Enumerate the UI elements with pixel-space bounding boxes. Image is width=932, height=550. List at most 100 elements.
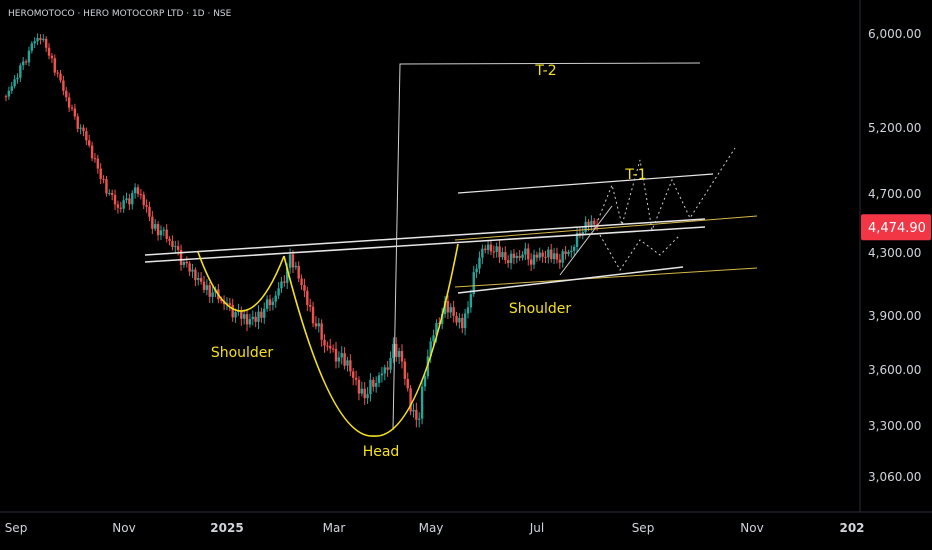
candle-body (251, 316, 254, 320)
candle-body (228, 303, 232, 305)
candle-body (33, 41, 36, 44)
candle-body (254, 316, 257, 322)
candle-body (182, 261, 186, 266)
candle-body (176, 246, 180, 250)
candle-body (558, 259, 562, 263)
candle-body (171, 240, 174, 247)
candle-body (458, 317, 461, 323)
candle-body (567, 252, 570, 254)
candle-body (575, 232, 579, 247)
candle-body (211, 292, 214, 297)
candle-body (265, 299, 269, 309)
candle-body (208, 285, 211, 297)
candle-body (346, 360, 349, 366)
candle-body (352, 371, 355, 378)
candle-body (564, 251, 567, 254)
candle-body (395, 343, 398, 357)
candle-body (194, 269, 197, 280)
candle-body (412, 409, 415, 412)
candle-body (389, 358, 392, 370)
candle-body (248, 319, 252, 325)
candle-body (570, 250, 573, 253)
candle-body (131, 193, 134, 205)
candle-body (334, 348, 338, 362)
candle-body (509, 253, 513, 264)
candle-body (283, 281, 286, 283)
candle-body (435, 323, 438, 336)
candle-body (423, 376, 427, 387)
candle-body (156, 224, 160, 236)
target-t1-line (457, 173, 714, 194)
candle-body (329, 345, 332, 349)
candle-body (469, 294, 473, 308)
candle-body (231, 304, 234, 318)
candle-body (578, 232, 582, 235)
candle-body (4, 96, 8, 98)
price-tick-label: 3,300.00 (868, 419, 921, 433)
candle-body (56, 72, 59, 74)
candle-body (535, 254, 539, 258)
candle-body (88, 140, 91, 146)
candle-body (82, 127, 85, 132)
pattern-overlay (144, 62, 758, 437)
candle-body (36, 38, 39, 42)
price-tick-label: 3,600.00 (868, 363, 921, 377)
candle-body (340, 353, 343, 358)
annotation-t1: T-1 (624, 167, 646, 183)
candle-body (139, 194, 143, 196)
candle-body (300, 278, 303, 285)
candle-body (288, 254, 292, 268)
candle-body (357, 379, 361, 394)
candle-body (581, 231, 584, 235)
candle-body (303, 284, 306, 291)
candle-body (294, 265, 298, 268)
candle-body (461, 317, 464, 329)
candle-body (532, 254, 536, 265)
candle-body (291, 254, 295, 268)
candle-body (475, 268, 478, 273)
candle-body (400, 351, 404, 362)
annotation-head: Head (363, 444, 400, 460)
candle-body (495, 246, 498, 252)
candle-body (242, 314, 246, 319)
candle-body (174, 246, 177, 248)
candle-body (67, 97, 71, 108)
left-shoulder-curve (197, 251, 285, 312)
candle-body (116, 204, 120, 208)
candle-body (323, 339, 326, 346)
candle-body (280, 281, 283, 289)
time-axis[interactable]: Sep Nov 2025 Mar May Jul Sep Nov 202 (5, 521, 865, 535)
candle-body (397, 351, 401, 357)
candle-body (449, 307, 452, 313)
projection-path-lower (599, 234, 681, 271)
candle-body (377, 375, 381, 383)
price-axis[interactable]: 6,000.00 5,200.00 4,700.00 4,300.00 3,900.00… (868, 27, 921, 484)
price-tick-label: 6,000.00 (868, 27, 921, 41)
time-tick-label: Jul (529, 521, 544, 535)
candle-body (369, 379, 372, 395)
candle-body (197, 277, 200, 280)
candle-body (268, 299, 272, 306)
candle-body (7, 90, 11, 97)
candle-body (320, 323, 323, 340)
candle-body (552, 253, 556, 260)
current-price-value: 4,474.90 (868, 221, 926, 236)
candle-body (47, 47, 51, 56)
candle-body (165, 229, 168, 239)
candle-body (337, 357, 341, 362)
candle-body (113, 194, 117, 205)
candle-body (22, 61, 25, 66)
candle-body (317, 323, 320, 327)
candle-body (128, 198, 131, 205)
candle-body (93, 158, 97, 160)
candle-body (486, 244, 490, 250)
candle-body (440, 314, 444, 324)
candle-body (409, 388, 412, 412)
candle-body (366, 394, 369, 399)
candle-body (561, 251, 564, 263)
annotation-shoulder-left: Shoulder (211, 345, 274, 361)
candle-body (489, 244, 493, 252)
candle-body (555, 253, 559, 260)
